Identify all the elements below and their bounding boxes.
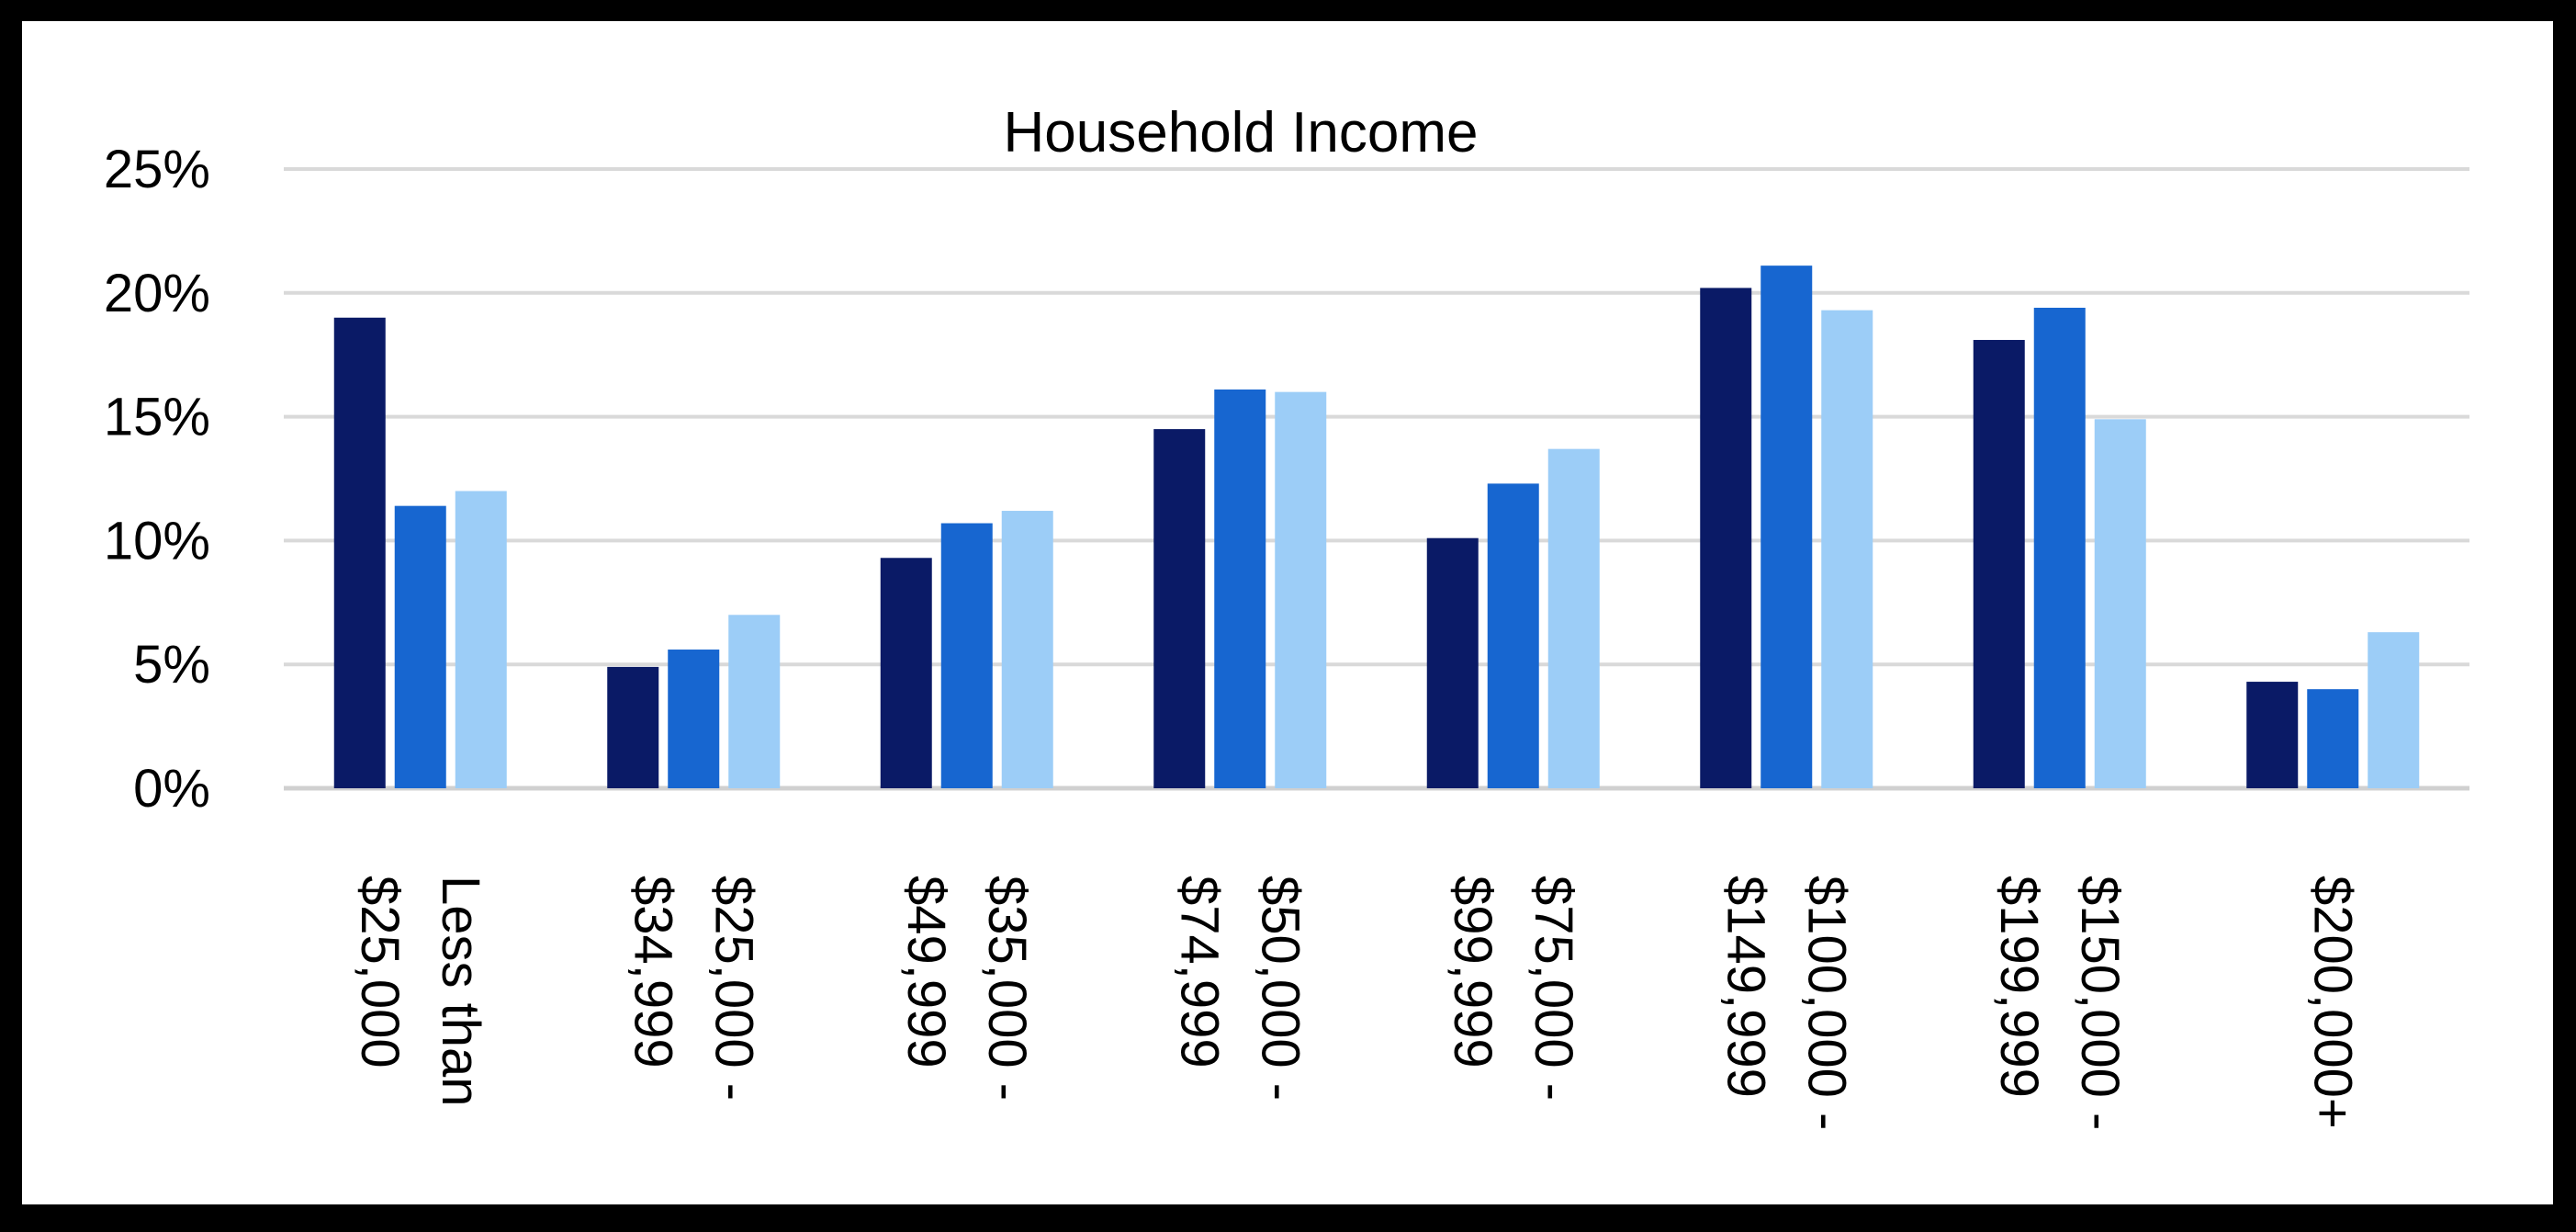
bar bbox=[2368, 632, 2420, 788]
bar bbox=[1275, 391, 1327, 788]
chart-frame: 0% 5% 10% 15% 20% 25% Less than $25,000 $25,000… bbox=[22, 21, 2553, 1204]
bar bbox=[1001, 511, 1053, 788]
bar bbox=[2033, 307, 2086, 788]
x-tick-label: $99,999 bbox=[1443, 876, 1502, 1068]
bar bbox=[455, 491, 507, 788]
bar bbox=[333, 317, 386, 788]
x-tick-label: $149,999 bbox=[1715, 876, 1775, 1098]
x-tick-label: $74,999 bbox=[1169, 876, 1229, 1068]
bar bbox=[1973, 340, 2025, 788]
x-axis-labels: Less than $25,000 $25,000 - $34,999 $35,000 … bbox=[350, 876, 2363, 1130]
bar bbox=[1214, 389, 1266, 788]
y-tick-label: 15% bbox=[104, 388, 210, 447]
bar bbox=[1821, 310, 1873, 788]
bar bbox=[1426, 537, 1479, 788]
y-tick-label: 5% bbox=[133, 635, 210, 695]
x-tick-label: $200,000+ bbox=[2302, 876, 2362, 1129]
bars bbox=[333, 266, 2420, 789]
y-tick-label: 0% bbox=[133, 759, 210, 819]
chart-title: Household Income bbox=[1004, 101, 1479, 164]
bar bbox=[1760, 266, 1813, 788]
bar bbox=[607, 666, 659, 788]
x-tick-label: $49,999 bbox=[896, 876, 956, 1068]
x-tick-label: Less than bbox=[431, 876, 490, 1107]
bar bbox=[880, 558, 932, 788]
bar bbox=[2307, 689, 2359, 788]
bar-chart: 0% 5% 10% 15% 20% 25% Less than $25,000 $25,000… bbox=[104, 101, 2469, 1130]
bar bbox=[1547, 448, 1600, 788]
bar bbox=[2246, 682, 2299, 788]
y-tick-label: 20% bbox=[104, 264, 210, 323]
y-axis-ticks: 0% 5% 10% 15% 20% 25% bbox=[104, 140, 210, 819]
x-tick-label: $75,000 - bbox=[1524, 876, 1583, 1101]
bar bbox=[394, 505, 446, 788]
bar bbox=[940, 523, 993, 788]
x-tick-label: $25,000 - bbox=[703, 876, 763, 1101]
bar bbox=[668, 650, 720, 788]
x-tick-label: $50,000 - bbox=[1250, 876, 1310, 1101]
x-tick-label: $35,000 - bbox=[977, 876, 1037, 1101]
bar bbox=[728, 615, 781, 788]
x-tick-label: $25,000 bbox=[350, 876, 410, 1068]
x-tick-label: $150,000 - bbox=[2070, 876, 2130, 1130]
y-tick-label: 25% bbox=[104, 140, 210, 199]
x-tick-label: $34,999 bbox=[623, 876, 682, 1068]
bar bbox=[1700, 288, 1752, 789]
bar bbox=[1487, 483, 1539, 788]
y-tick-label: 10% bbox=[104, 511, 210, 571]
x-tick-label: $199,999 bbox=[1989, 876, 2049, 1098]
bar bbox=[2094, 419, 2146, 788]
bar bbox=[1153, 429, 1206, 788]
x-tick-label: $100,000 - bbox=[1796, 876, 1856, 1130]
